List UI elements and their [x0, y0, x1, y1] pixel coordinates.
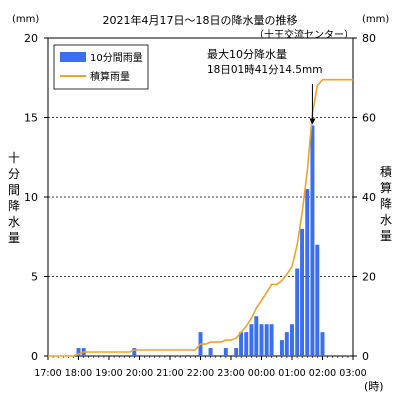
- left-tick-label: 10: [24, 191, 38, 204]
- x-tick-label: 22:00: [187, 368, 214, 379]
- right-unit-label: (mm): [362, 14, 389, 25]
- rain-bar: [76, 348, 81, 356]
- left-axis-title-char: 水: [8, 215, 20, 229]
- rain-bar: [315, 244, 320, 356]
- left-axis-ticks: 0 5 10 15 20: [24, 32, 48, 363]
- x-tick-label: 01:00: [278, 368, 305, 379]
- rain-bar: [208, 348, 213, 356]
- rain-bar: [279, 340, 284, 356]
- rain-bar: [269, 324, 274, 356]
- right-axis-ticks: 0 20 40 60 80: [353, 32, 376, 363]
- rain-bar: [305, 189, 310, 356]
- x-tick-label: 03:00: [339, 368, 366, 379]
- left-axis-title-char: 間: [8, 183, 20, 197]
- rain-bar: [300, 228, 305, 356]
- left-axis-title-char: 分: [8, 167, 20, 181]
- rain-bar: [249, 324, 254, 356]
- left-tick-label: 15: [24, 112, 38, 125]
- cumulative-line: [48, 78, 353, 357]
- right-tick-label: 20: [362, 271, 376, 284]
- max-annotation-line1: 最大10分降水量: [207, 47, 287, 61]
- max-annotation-arrowhead: [309, 118, 316, 125]
- rain-bar: [244, 332, 249, 356]
- right-tick-label: 0: [362, 350, 369, 363]
- right-axis-title-char: 積: [380, 164, 392, 179]
- right-axis-title-char: 水: [380, 213, 392, 227]
- right-tick-label: 80: [362, 32, 376, 45]
- rain-bar: [254, 316, 259, 356]
- left-tick-label: 5: [31, 271, 38, 284]
- x-tick-label: 02:00: [309, 368, 336, 379]
- x-tick-label: 21:00: [156, 368, 183, 379]
- legend-bar-label: 10分間雨量: [90, 52, 143, 64]
- x-tick-label: 18:00: [65, 368, 92, 379]
- max-annotation-line2: 18日01時41分14.5mm: [207, 64, 322, 76]
- left-axis-title-char: 降: [8, 199, 20, 213]
- legend-line-label: 積算雨量: [90, 70, 130, 83]
- right-tick-label: 60: [362, 112, 376, 125]
- rain-bar: [239, 332, 244, 356]
- rain-bar: [259, 324, 264, 356]
- x-axis-ticks: 17:00 18:00 19:00 20:00 21:00 22:00 23:00 00:00…: [34, 356, 367, 379]
- rain-bar: [132, 348, 137, 356]
- x-tick-label: 17:00: [34, 368, 61, 379]
- rain-bar: [284, 332, 289, 356]
- x-tick-label: 00:00: [248, 368, 275, 379]
- right-axis-title-char: 降: [380, 197, 392, 211]
- legend: 10分間雨量 積算雨量: [53, 44, 149, 90]
- right-axis-title-char: 算: [380, 180, 392, 195]
- rain-bar: [310, 125, 315, 356]
- right-tick-label: 40: [362, 191, 376, 204]
- left-tick-label: 20: [24, 32, 38, 45]
- left-axis-title-char: 量: [8, 231, 20, 245]
- grid-lines: [48, 117, 353, 277]
- rain-bar: [320, 332, 325, 356]
- right-axis-title-char: 量: [380, 229, 392, 243]
- x-tick-label: 20:00: [126, 368, 153, 379]
- left-tick-label: 0: [31, 350, 38, 363]
- left-unit-label: (mm): [12, 14, 39, 25]
- chart-title: 2021年4月17日～18日の降水量の推移: [103, 13, 298, 27]
- x-unit-label: (時): [364, 380, 384, 393]
- rain-bar: [234, 348, 239, 356]
- rain-bar: [264, 324, 269, 356]
- legend-bar-swatch: [60, 52, 86, 62]
- rain-bar: [223, 348, 228, 356]
- rain-bar: [290, 324, 294, 356]
- rain-bar: [295, 268, 300, 356]
- x-tick-label: 23:00: [217, 368, 244, 379]
- left-axis-title-char: 十: [8, 151, 20, 165]
- x-tick-label: 19:00: [95, 368, 122, 379]
